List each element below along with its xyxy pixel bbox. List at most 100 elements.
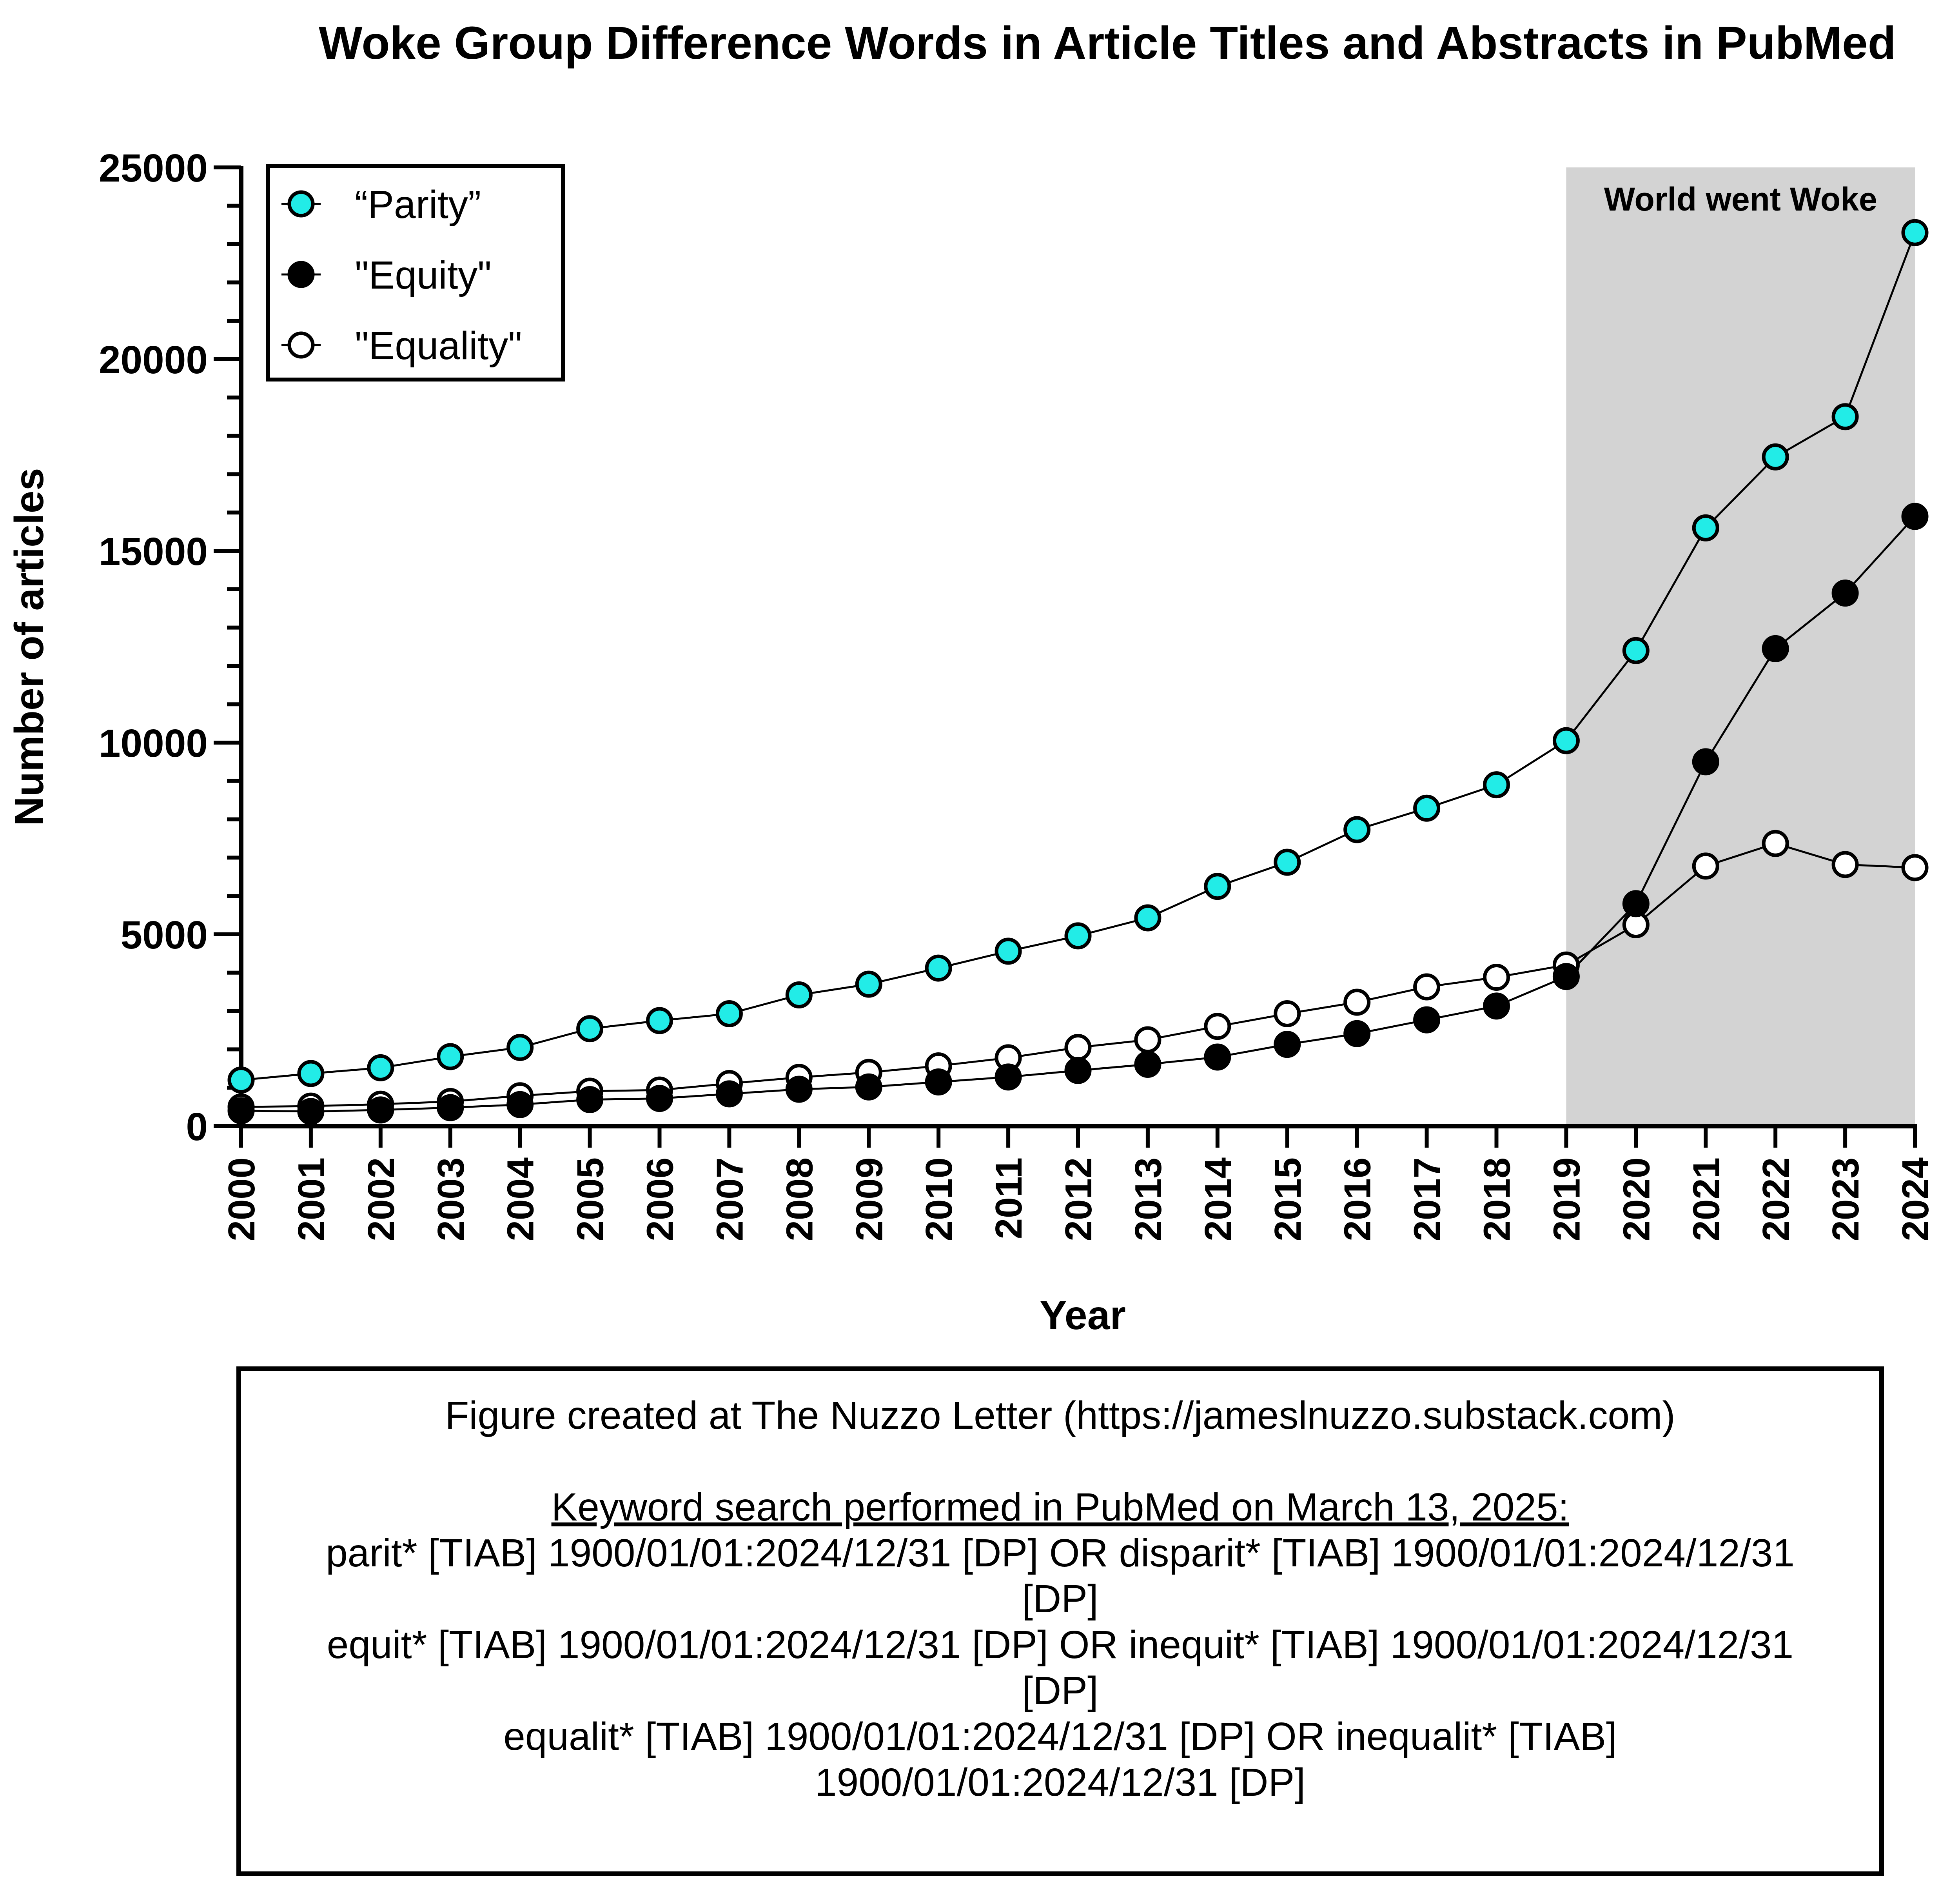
data-point — [715, 1080, 743, 1108]
data-point — [1901, 503, 1929, 530]
x-tick-label: 2009 — [848, 1157, 890, 1241]
chart-title: Woke Group Difference Words in Article T… — [319, 17, 1896, 69]
note-query-line: equit* [TIAB] 1900/01/01:2024/12/31 [DP]… — [327, 1623, 1794, 1667]
x-tick-label: 2010 — [918, 1157, 960, 1241]
x-tick-label: 2005 — [570, 1157, 612, 1241]
x-axis: 2000 2001 2002 2003 2004 2005 2006 2007 2008 2009… — [221, 1124, 1936, 1241]
legend-label: "Equality" — [355, 324, 522, 368]
series-layer — [227, 219, 1929, 1125]
legend-box — [266, 164, 565, 381]
note-query-line: equalit* [TIAB] 1900/01/01:2024/12/31 [D… — [503, 1715, 1617, 1758]
x-axis-label: Year — [1040, 1293, 1126, 1338]
data-point — [1134, 1051, 1161, 1078]
data-point — [1064, 922, 1092, 950]
x-tick-label: 2016 — [1337, 1157, 1379, 1241]
data-point — [785, 1075, 813, 1103]
y-tick-label: 25000 — [99, 146, 208, 190]
x-tick-label: 2018 — [1476, 1157, 1518, 1241]
data-point — [506, 1034, 534, 1061]
data-point — [1274, 848, 1301, 876]
note-search-heading: Keyword search performed in PubMed on Ma… — [551, 1485, 1569, 1529]
data-point — [1064, 1034, 1092, 1061]
line-chart: Woke Group Difference Words in Article T… — [7, 17, 1936, 1338]
x-tick-label: 2015 — [1267, 1157, 1309, 1241]
data-point — [437, 1043, 464, 1070]
data-point — [1692, 748, 1719, 776]
y-tick-label: 10000 — [99, 721, 208, 765]
data-point — [715, 1000, 743, 1027]
data-point — [227, 1066, 255, 1094]
data-point — [576, 1015, 604, 1043]
data-point — [1343, 816, 1371, 843]
x-tick-label: 2008 — [779, 1157, 820, 1241]
shaded-region-label: World went Woke — [1604, 181, 1877, 218]
series-markers — [227, 503, 1929, 1125]
data-point — [785, 981, 813, 1009]
y-tick-label: 15000 — [99, 530, 208, 574]
data-point — [1413, 1006, 1441, 1034]
x-tick-label: 2024 — [1895, 1157, 1936, 1241]
data-point — [1483, 992, 1510, 1020]
data-point — [1204, 1043, 1231, 1071]
data-point — [1483, 771, 1510, 799]
data-point — [646, 1007, 673, 1034]
note-query-line: [DP] — [1022, 1577, 1098, 1621]
data-point — [995, 937, 1022, 965]
data-point — [1274, 1000, 1301, 1027]
note-credit: Figure created at The Nuzzo Letter (http… — [445, 1393, 1675, 1437]
data-point — [1692, 514, 1719, 541]
x-tick-label: 2001 — [290, 1157, 332, 1241]
data-point — [1483, 964, 1510, 991]
data-point — [1413, 794, 1441, 822]
x-tick-label: 2012 — [1058, 1157, 1100, 1241]
note-query-line: parit* [TIAB] 1900/01/01:2024/12/31 [DP]… — [326, 1531, 1795, 1575]
data-point — [227, 1097, 255, 1124]
x-tick-label: 2013 — [1127, 1157, 1169, 1241]
data-point — [1204, 1013, 1231, 1040]
x-tick-label: 2004 — [500, 1157, 542, 1241]
data-point — [925, 954, 952, 982]
data-point — [1622, 890, 1650, 917]
data-point — [1622, 637, 1650, 664]
legend-marker — [287, 331, 315, 359]
legend: “Parity” "Equity" "Equality" — [266, 164, 565, 381]
data-point — [1831, 851, 1859, 878]
data-point — [1552, 727, 1580, 754]
data-point — [506, 1091, 534, 1118]
data-point — [855, 970, 882, 998]
data-point — [925, 1068, 952, 1096]
data-point — [1552, 963, 1580, 990]
data-point — [1901, 219, 1929, 246]
data-point — [1343, 1020, 1371, 1047]
data-point — [367, 1054, 394, 1081]
data-point — [437, 1094, 464, 1121]
x-tick-label: 2022 — [1755, 1157, 1797, 1241]
legend-marker — [287, 190, 315, 218]
data-point — [1134, 1026, 1161, 1054]
y-tick-label: 0 — [186, 1105, 208, 1149]
data-point — [1274, 1031, 1301, 1058]
data-point — [1134, 904, 1161, 932]
x-tick-label: 2006 — [639, 1157, 681, 1241]
note-query-line: 1900/01/01:2024/12/31 [DP] — [815, 1760, 1306, 1804]
legend-label: "Equity" — [355, 253, 492, 297]
x-tick-label: 2021 — [1685, 1157, 1727, 1241]
x-tick-label: 2000 — [221, 1157, 263, 1241]
shaded-region — [1566, 167, 1915, 1126]
data-point — [1413, 973, 1441, 1001]
y-axis: 0 5000 10000 15000 20000 25000 — [99, 146, 243, 1149]
data-point — [1762, 830, 1789, 857]
x-tick-label: 2020 — [1615, 1157, 1657, 1241]
x-tick-label: 2017 — [1406, 1157, 1448, 1241]
data-point — [1064, 1057, 1092, 1084]
data-point — [367, 1096, 394, 1124]
legend-label: “Parity” — [355, 183, 481, 227]
data-point — [1762, 635, 1789, 662]
data-point — [1831, 579, 1859, 607]
data-point — [995, 1063, 1022, 1091]
data-point — [1204, 873, 1231, 900]
x-tick-label: 2014 — [1197, 1157, 1239, 1241]
data-point — [1831, 403, 1859, 431]
data-point — [576, 1086, 604, 1114]
x-tick-label: 2007 — [709, 1157, 751, 1241]
